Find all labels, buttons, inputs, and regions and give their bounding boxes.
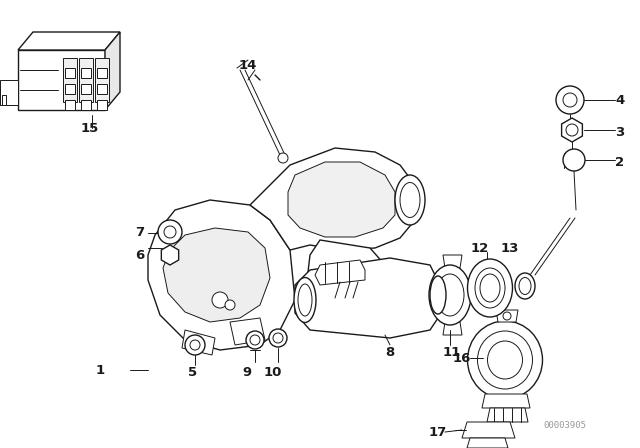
Polygon shape	[18, 32, 120, 50]
Circle shape	[164, 226, 176, 238]
Polygon shape	[81, 100, 91, 110]
Ellipse shape	[430, 276, 446, 314]
Polygon shape	[443, 322, 462, 335]
Polygon shape	[288, 162, 395, 237]
Ellipse shape	[400, 182, 420, 217]
Circle shape	[563, 93, 577, 107]
Polygon shape	[161, 245, 179, 265]
Polygon shape	[443, 255, 462, 268]
Ellipse shape	[294, 277, 316, 323]
Polygon shape	[496, 310, 518, 322]
Text: 3: 3	[616, 125, 625, 138]
Polygon shape	[65, 84, 75, 94]
Text: 4: 4	[616, 94, 625, 107]
Circle shape	[269, 329, 287, 347]
Polygon shape	[79, 58, 93, 102]
Polygon shape	[462, 422, 515, 438]
Text: 16: 16	[453, 352, 471, 365]
Ellipse shape	[515, 273, 535, 299]
Polygon shape	[308, 240, 385, 295]
Text: 2: 2	[616, 155, 625, 168]
Polygon shape	[105, 32, 120, 110]
Polygon shape	[467, 438, 508, 448]
Circle shape	[246, 331, 264, 349]
Circle shape	[212, 292, 228, 308]
Ellipse shape	[488, 341, 522, 379]
Polygon shape	[97, 100, 107, 110]
Circle shape	[278, 153, 288, 163]
Text: 8: 8	[385, 345, 395, 358]
Polygon shape	[2, 95, 6, 105]
Polygon shape	[81, 68, 91, 78]
Polygon shape	[97, 68, 107, 78]
Text: 00003905: 00003905	[543, 421, 586, 430]
Circle shape	[158, 220, 182, 244]
Ellipse shape	[429, 265, 471, 325]
Ellipse shape	[477, 331, 532, 389]
Polygon shape	[295, 258, 440, 338]
Text: 5: 5	[188, 366, 198, 379]
Text: 9: 9	[243, 366, 252, 379]
Circle shape	[563, 149, 585, 171]
Circle shape	[250, 335, 260, 345]
Ellipse shape	[395, 175, 425, 225]
Polygon shape	[65, 100, 75, 110]
Ellipse shape	[480, 274, 500, 302]
Polygon shape	[182, 330, 215, 355]
Text: 12: 12	[471, 241, 489, 254]
Text: 13: 13	[501, 241, 519, 254]
Ellipse shape	[298, 284, 312, 316]
Polygon shape	[97, 84, 107, 94]
Polygon shape	[250, 148, 415, 250]
Text: 1: 1	[95, 363, 104, 376]
Polygon shape	[65, 68, 75, 78]
Ellipse shape	[475, 268, 505, 308]
Polygon shape	[63, 58, 77, 102]
Circle shape	[225, 300, 235, 310]
Ellipse shape	[519, 277, 531, 294]
Polygon shape	[315, 260, 365, 285]
Polygon shape	[562, 118, 582, 142]
Ellipse shape	[467, 321, 543, 399]
Polygon shape	[0, 80, 18, 105]
Circle shape	[185, 335, 205, 355]
Polygon shape	[95, 58, 109, 102]
Text: 7: 7	[136, 225, 145, 238]
Circle shape	[556, 86, 584, 114]
Text: 6: 6	[136, 249, 145, 262]
Polygon shape	[148, 200, 295, 350]
Text: 17: 17	[429, 426, 447, 439]
Polygon shape	[81, 84, 91, 94]
Circle shape	[190, 340, 200, 350]
Polygon shape	[18, 50, 105, 110]
Polygon shape	[230, 318, 265, 345]
Text: 11: 11	[443, 345, 461, 358]
Circle shape	[566, 124, 578, 136]
Text: 15: 15	[81, 121, 99, 134]
Polygon shape	[487, 408, 528, 422]
Circle shape	[273, 333, 283, 343]
Text: 10: 10	[264, 366, 282, 379]
Ellipse shape	[467, 259, 513, 317]
Polygon shape	[482, 394, 530, 408]
Circle shape	[503, 312, 511, 320]
Text: 14: 14	[239, 59, 257, 72]
Ellipse shape	[436, 274, 464, 316]
Polygon shape	[163, 228, 270, 322]
